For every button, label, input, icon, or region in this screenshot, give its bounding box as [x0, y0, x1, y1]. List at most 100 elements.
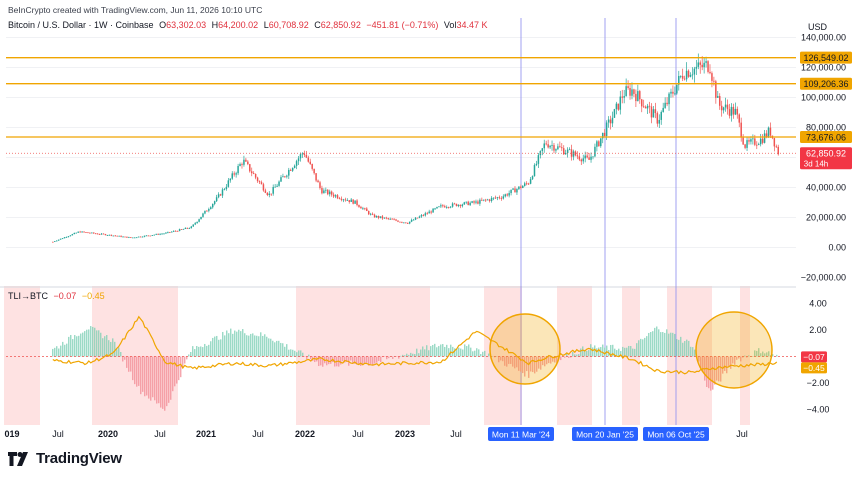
price-candle [555, 149, 557, 151]
price-candle [699, 62, 701, 65]
price-candle [607, 119, 610, 123]
high-label: H [211, 20, 219, 30]
tli-histogram-bar [468, 344, 470, 357]
price-candle [613, 109, 616, 118]
tli-histogram-bar [220, 339, 222, 357]
price-candle [328, 191, 331, 195]
price-candle [377, 215, 380, 218]
tli-histogram-bar [308, 354, 310, 357]
level-tag-text: 109,206.36 [803, 79, 848, 89]
time-tick-label: 019 [4, 429, 19, 439]
price-candle [666, 102, 668, 105]
tli-histogram-bar [682, 342, 684, 357]
price-candle [471, 201, 473, 203]
tli-histogram-bar [484, 350, 486, 357]
price-candle [389, 218, 391, 220]
tli-histogram-bar [586, 350, 588, 357]
price-candle [401, 221, 403, 223]
price-candle [520, 186, 522, 189]
tli-histogram-bar [146, 356, 148, 396]
price-candle [639, 91, 641, 100]
tli-histogram-bar [160, 356, 162, 408]
price-candle [358, 205, 360, 207]
price-candle [327, 189, 329, 195]
tli-histogram-bar [670, 332, 672, 357]
price-tick-label: 0.00 [828, 243, 846, 253]
tli-histogram-bar [158, 356, 160, 404]
price-candle [221, 189, 224, 196]
tli-histogram-bar [466, 346, 468, 357]
tli-histogram-bar [616, 350, 618, 357]
tli-histogram-bar [442, 344, 444, 357]
tli-histogram-bar [258, 336, 260, 357]
tli-histogram-bar [246, 335, 248, 357]
tli-histogram-bar [368, 356, 370, 366]
tli-histogram-bar [372, 356, 374, 365]
price-levels[interactable]: 126,549.02 109,206.36 73,676.06 62,850.923d… [6, 51, 852, 170]
price-candle [96, 233, 99, 235]
tli-histogram-bar [124, 356, 126, 360]
price-candle [163, 233, 165, 235]
price-candle [670, 91, 672, 94]
tli-histogram-bar [610, 344, 612, 357]
price-candles[interactable] [52, 53, 779, 243]
price-candle [69, 235, 72, 237]
tli-histogram-bar [344, 356, 346, 363]
price-candle [323, 190, 325, 194]
indicator-name: TLI→BTC [8, 291, 49, 301]
price-candle [765, 133, 768, 137]
tli-histogram-bar [190, 351, 192, 357]
price-candle [258, 181, 261, 183]
price-candle [422, 215, 425, 216]
tli-histogram-bar [730, 356, 732, 369]
price-candle [385, 217, 388, 219]
price-candle [738, 114, 740, 123]
low-value: 60,708.92 [268, 20, 309, 30]
tli-histogram-bar [524, 356, 526, 377]
price-candle [510, 189, 512, 194]
indicator-legend[interactable]: TLI→BTC −0.07 −0.45 [8, 291, 108, 301]
price-candle [473, 201, 475, 203]
price-candle [695, 66, 698, 69]
price-candle [683, 78, 686, 80]
price-candle [204, 210, 206, 214]
tli-histogram-bar [224, 335, 226, 357]
tli-histogram-bar [134, 356, 136, 385]
price-candle [444, 206, 446, 208]
tli-histogram-bar [566, 353, 568, 357]
price-candle [305, 154, 308, 158]
price-tick-label: −20,000.00 [801, 273, 846, 283]
price-candle [102, 233, 105, 235]
tli-histogram-bar [736, 356, 738, 360]
tli-histogram-bar [598, 347, 600, 357]
price-candle [79, 231, 81, 233]
tli-histogram-bar [454, 348, 456, 357]
price-candle [757, 144, 760, 145]
price-candle [436, 206, 438, 209]
tli-histogram-bar [110, 341, 112, 357]
price-candle [311, 164, 313, 169]
price-candle [132, 237, 134, 239]
price-candle [617, 103, 620, 110]
tli-histogram-bar [424, 349, 426, 357]
price-candle [748, 140, 750, 142]
tli-histogram-bar [236, 331, 238, 357]
price-candle [726, 104, 729, 110]
price-candle [85, 232, 87, 233]
tli-histogram-bar [170, 356, 172, 400]
price-candle [250, 171, 253, 174]
price-candle [720, 105, 723, 111]
price-candle [362, 208, 364, 210]
price-candle [623, 96, 625, 98]
price-candle [405, 222, 407, 224]
tli-histogram-bar [346, 356, 348, 362]
price-candle [356, 200, 358, 206]
tli-histogram-bar [86, 329, 88, 357]
price-candle [284, 176, 286, 178]
tli-histogram-bar [274, 342, 276, 357]
price-candle [172, 230, 175, 232]
change-value: −451.81 (−0.71%) [366, 20, 439, 30]
indicator-value-tag [801, 362, 827, 374]
price-candle [722, 107, 725, 111]
